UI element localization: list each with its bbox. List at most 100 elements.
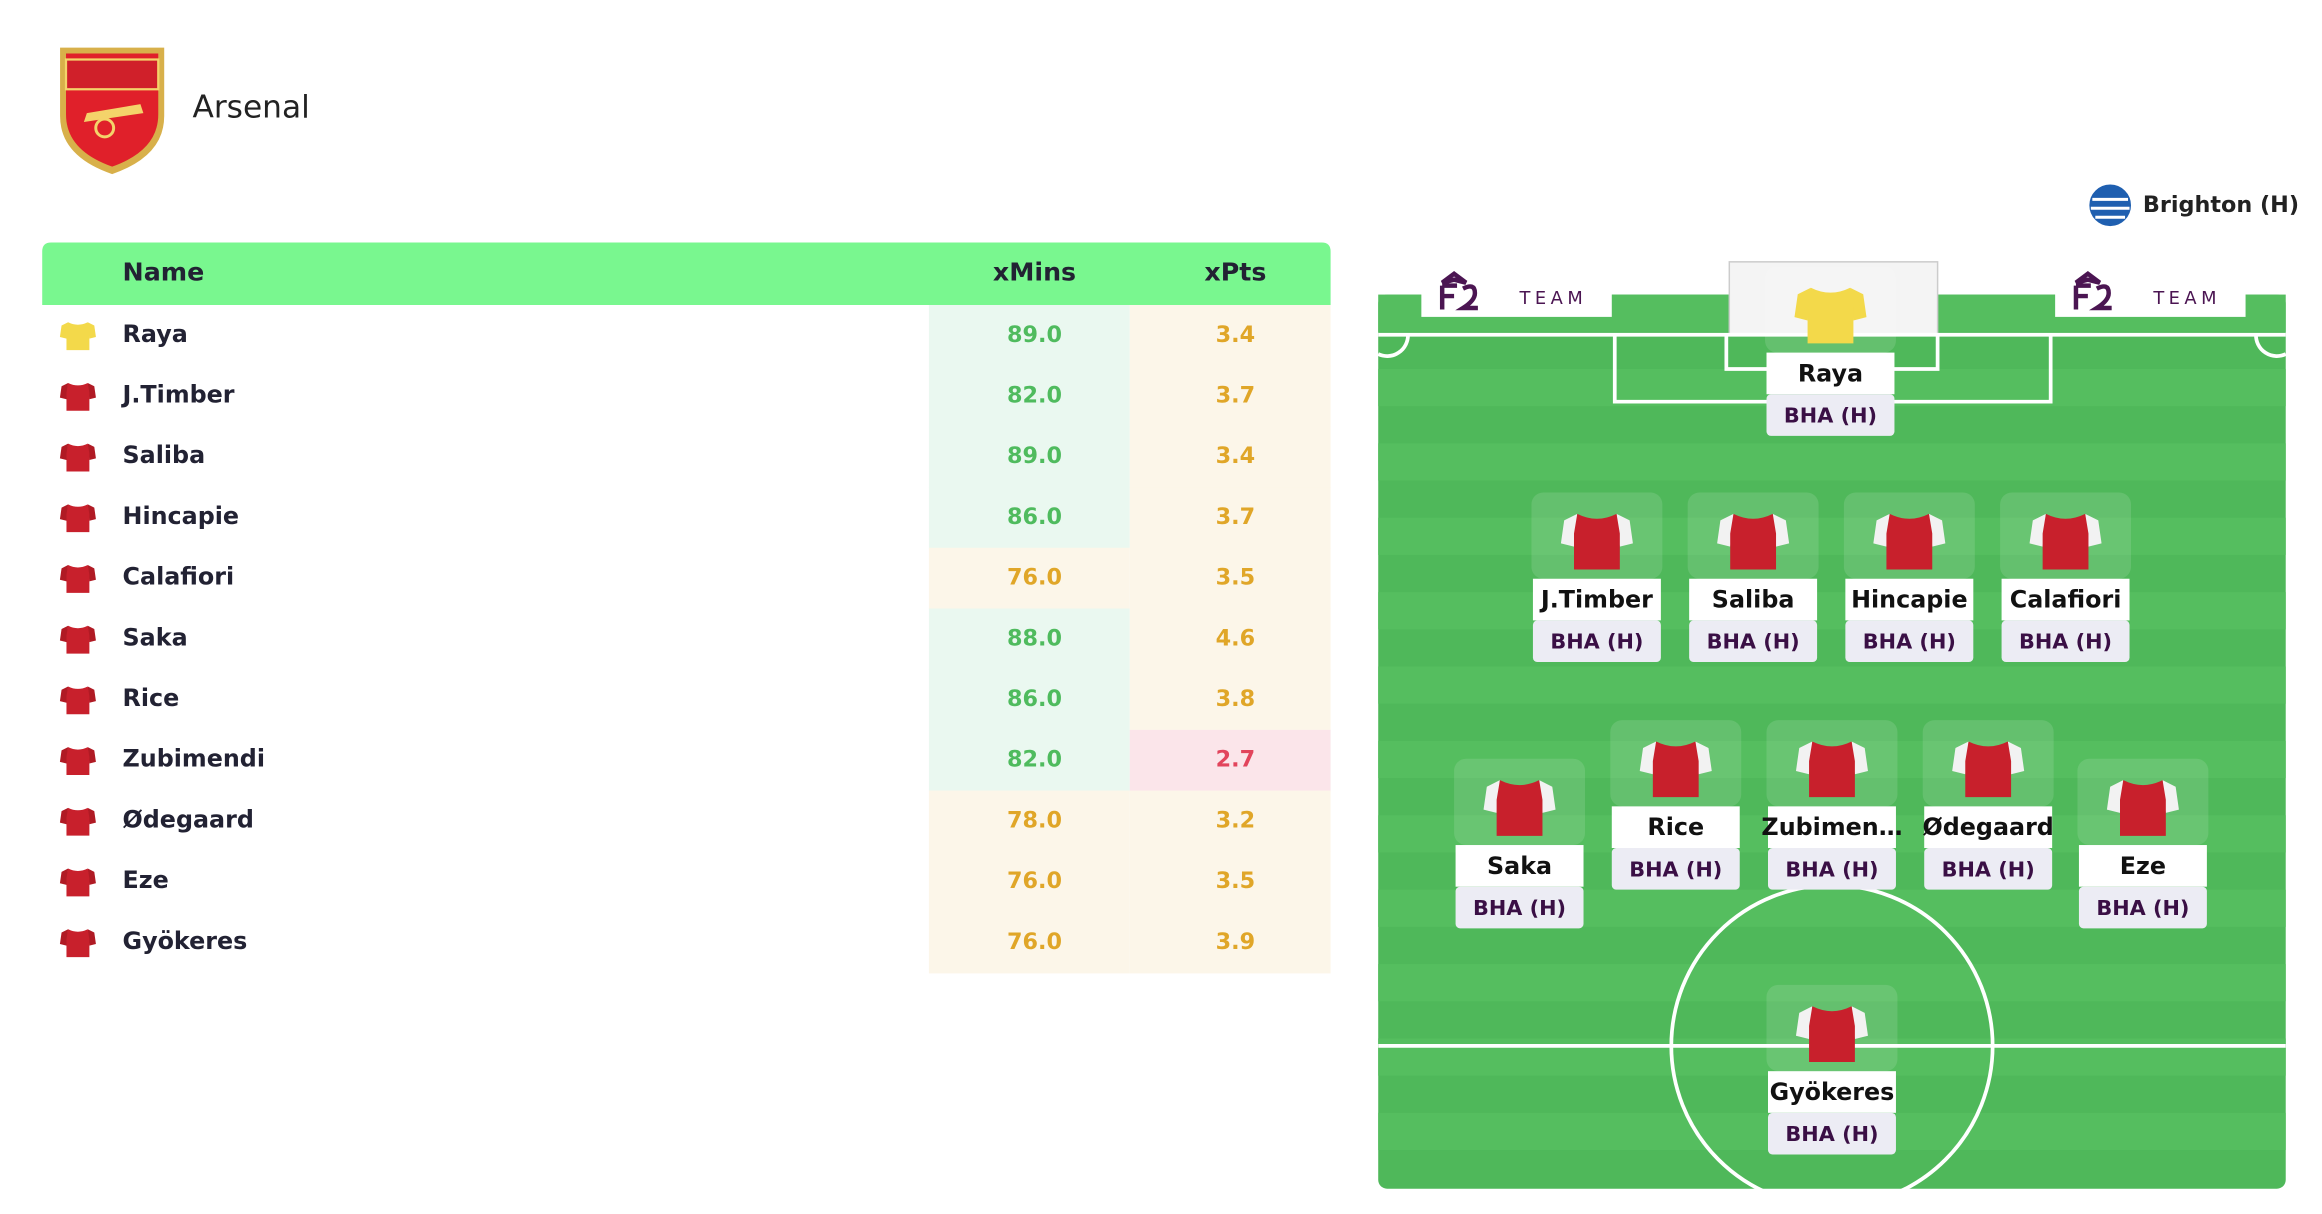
cell-background — [928, 304, 1130, 367]
xpts-value: 3.4 — [1216, 443, 1256, 469]
opponent-badge — [2086, 181, 2134, 230]
xmins-value: 88.0 — [1007, 625, 1062, 651]
xmins-value: 82.0 — [1007, 747, 1062, 773]
pitch-stripe — [1378, 964, 2286, 1002]
player-card-name: Saliba — [1712, 586, 1795, 614]
shirt-icon — [1795, 741, 1868, 798]
player-card-fixture: BHA (H) — [2096, 896, 2189, 920]
shirt-icon — [1639, 741, 1712, 798]
player-name-box — [1924, 806, 2053, 849]
player-fixture-box — [2078, 886, 2207, 929]
club-badge — [60, 47, 165, 175]
shirt-icon — [1560, 513, 1633, 570]
cell-background — [1129, 608, 1331, 670]
opponent-fixture: Brighton (H) — [2143, 192, 2299, 218]
shirt-icon — [1483, 780, 1556, 836]
xpts-value: 2.7 — [1216, 747, 1256, 773]
player-name: Zubimendi — [123, 745, 265, 773]
xmins-value: 86.0 — [1007, 504, 1062, 530]
xpts-value: 3.5 — [1216, 868, 1256, 894]
player-card-name: Raya — [1798, 359, 1863, 387]
player-card-name: Eze — [2120, 852, 2166, 880]
player-name-box — [1768, 1071, 1896, 1113]
cell-background — [1129, 487, 1331, 549]
cell-background — [928, 851, 1130, 913]
xpts-value: 3.7 — [1216, 383, 1256, 409]
player-name-box — [1845, 578, 1974, 621]
shirt-icon — [59, 443, 96, 472]
pitch-stripe — [1378, 666, 2286, 704]
xmins-value: 78.0 — [1007, 807, 1062, 833]
cell-background — [928, 547, 1130, 610]
shirt-icon — [59, 382, 96, 411]
cell-background — [1129, 729, 1331, 792]
pitch-line — [2254, 334, 2287, 358]
player-card-fixture: BHA (H) — [1785, 1122, 1878, 1146]
player-name: Eze — [123, 866, 169, 894]
cell-background — [928, 729, 1130, 792]
cell-background — [928, 487, 1130, 549]
cell-background — [928, 911, 1130, 974]
player-card-name: Saka — [1487, 852, 1552, 880]
shirt-body — [1573, 513, 1620, 570]
shirt-body — [1886, 513, 1933, 570]
column-header: Name — [123, 258, 205, 287]
shirt-body — [2120, 780, 2166, 836]
xpts-value: 4.6 — [1216, 625, 1256, 651]
shirt-icon — [59, 868, 96, 897]
player-fixture-box — [1924, 848, 2053, 890]
column-header: xMins — [993, 258, 1076, 287]
shirt-icon — [59, 807, 96, 836]
xmins-value: 82.0 — [1007, 383, 1062, 409]
player-name: Gyökeres — [123, 927, 248, 955]
player-fixture-box — [1611, 848, 1740, 890]
shirt-icon — [59, 747, 96, 775]
shirt-body — [66, 868, 90, 897]
shirt-icon — [2029, 513, 2102, 570]
shirt-icon — [1952, 741, 2025, 798]
pitch-stripe — [1378, 592, 2286, 630]
table: Name xMins xPts 89.0 3.4 Raya 82.0 3.7 J.Timber 8… — [42, 242, 1331, 974]
shirt-icon — [1795, 1006, 1868, 1062]
player-card-name: Rice — [1647, 813, 1704, 841]
shirt-icon — [1794, 287, 1867, 344]
xmins-value: 89.0 — [1007, 443, 1062, 469]
player-card-fixture: BHA (H) — [1473, 896, 1566, 920]
player-fixture-box — [1455, 886, 1584, 929]
cell-background — [928, 365, 1130, 428]
player-name: Rice — [123, 684, 180, 712]
player-name: Saka — [123, 623, 188, 651]
xpts-value: 3.8 — [1216, 686, 1256, 712]
shirt-icon — [1717, 513, 1790, 570]
xpts-value: 3.9 — [1216, 929, 1256, 955]
shirt-body — [66, 382, 90, 411]
column-header: xPts — [1204, 258, 1266, 287]
player-card-name: Zubimen… — [1761, 813, 1902, 841]
cell-background — [928, 608, 1130, 670]
player-name-box — [2001, 578, 2130, 621]
player-name-box — [1455, 845, 1584, 887]
pitch-line — [1377, 334, 1410, 358]
player-fixture-box — [2001, 620, 2130, 663]
xmins-value: 76.0 — [1007, 868, 1062, 894]
xmins-value: 89.0 — [1007, 322, 1062, 348]
cell-background — [1129, 304, 1331, 367]
shirt-body — [1807, 287, 1854, 344]
cell-background — [928, 669, 1130, 731]
cell-background — [1129, 426, 1331, 488]
player-card-name: Gyökeres — [1770, 1078, 1895, 1106]
shirt-icon — [59, 504, 96, 533]
cell-background — [1129, 365, 1331, 428]
brand-logo — [1439, 270, 1478, 311]
player-fixture-box — [1689, 620, 1818, 663]
player-fixture-box — [1532, 620, 1661, 663]
player-name-box — [1768, 806, 1896, 849]
shirt-body — [1965, 741, 2012, 798]
pitch: TEAM TEAM Brighton (H) Raya BHA (H) J.Timber B… — [1377, 181, 2299, 1209]
xmins-value: 76.0 — [1007, 565, 1062, 591]
shirt-icon — [59, 322, 96, 351]
shirt-body — [66, 565, 90, 593]
xpts-value: 3.7 — [1216, 504, 1256, 530]
player-card-fixture: BHA (H) — [1629, 857, 1722, 881]
shirt-body — [1730, 513, 1777, 570]
